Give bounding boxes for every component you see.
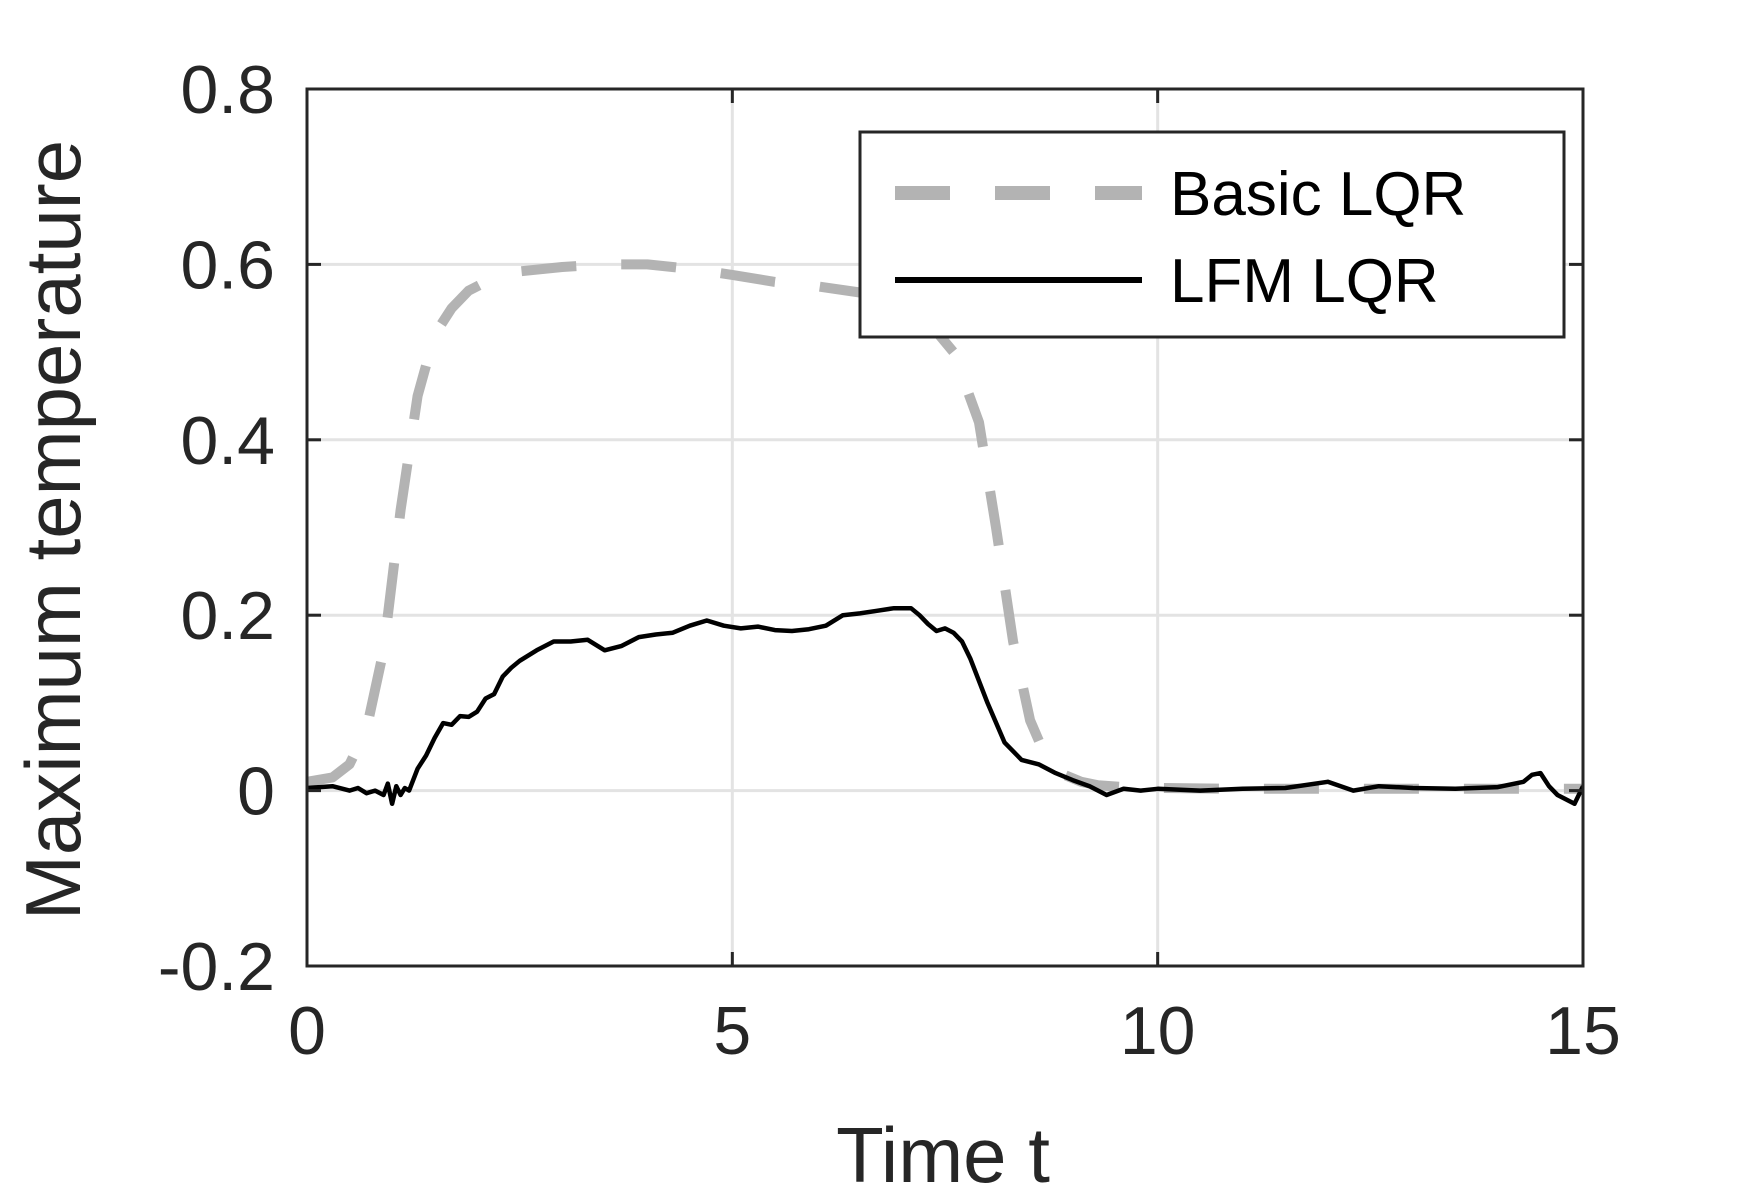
x-tick-label-1: 5: [713, 993, 751, 1069]
series-line-lfm-lqr: [307, 605, 1583, 807]
plot-frame: [305, 87, 1585, 968]
y-tick-label-5: 0.8: [180, 52, 275, 128]
tick-labels: 0 5 10 15-0.200.20.40.60.8: [158, 52, 1621, 1069]
x-tick-label-2: 10: [1120, 993, 1196, 1069]
legend: Basic LQR LFM LQR: [858, 130, 1566, 339]
x-tick-label-3: 15: [1545, 993, 1621, 1069]
y-tick-label-0: -0.2: [158, 929, 275, 1005]
y-axis-label: Maximum temperature: [9, 140, 97, 920]
axes: [305, 87, 1585, 968]
y-tick-label-2: 0.2: [180, 578, 275, 654]
x-axis-label: Time t: [836, 1111, 1050, 1199]
x-tick-label-0: 0: [288, 993, 326, 1069]
series-line-basic-lqr: [307, 259, 1583, 794]
y-tick-label-3: 0.4: [180, 403, 275, 479]
plot-lines: [307, 259, 1583, 807]
y-tick-label-4: 0.6: [180, 227, 275, 303]
y-tick-label-1: 0: [237, 754, 275, 830]
legend-label-basic-lqr: Basic LQR: [1170, 160, 1466, 229]
legend-box: [858, 130, 1566, 339]
legend-label-lfm-lqr: LFM LQR: [1170, 247, 1439, 316]
